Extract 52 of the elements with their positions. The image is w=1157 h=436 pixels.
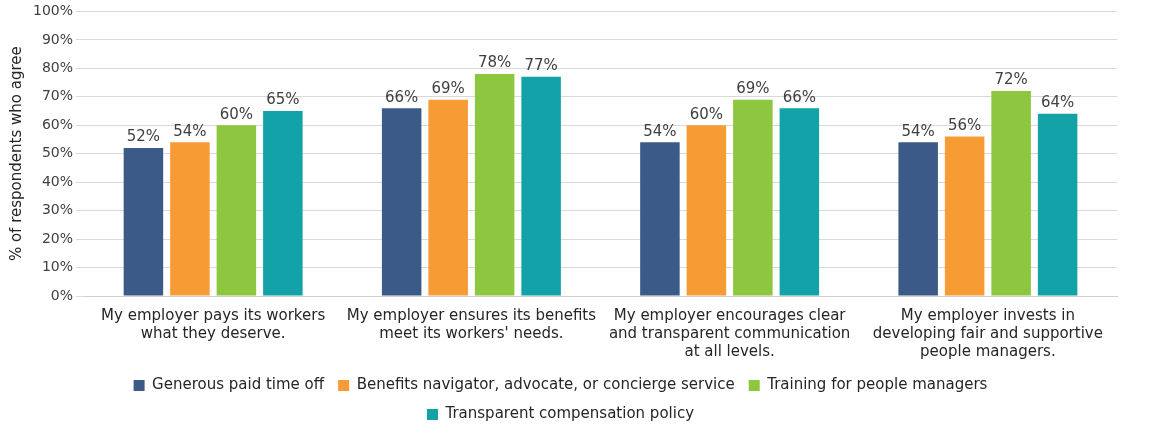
data-label: 60% bbox=[219, 104, 254, 123]
bar bbox=[898, 142, 938, 296]
bar bbox=[216, 125, 257, 296]
legend-label: Training for people managers bbox=[766, 375, 988, 394]
data-label: 56% bbox=[947, 116, 982, 135]
x-tick-label: My employer ensures its benefits meet its workers' needs. bbox=[346, 305, 597, 342]
data-label: 69% bbox=[431, 79, 465, 98]
data-label: 52% bbox=[126, 127, 161, 146]
bar bbox=[640, 142, 680, 296]
bar bbox=[123, 148, 164, 296]
bar bbox=[474, 74, 515, 296]
bar bbox=[686, 125, 727, 296]
bar bbox=[263, 111, 303, 296]
data-label: 65% bbox=[266, 90, 300, 109]
data-label: 69% bbox=[736, 79, 770, 98]
x-tick-label: My employer invests in developing fair and supportive people managers. bbox=[872, 305, 1103, 360]
y-tick-label: 90% bbox=[41, 30, 74, 47]
bar bbox=[944, 136, 985, 296]
bar bbox=[779, 108, 820, 296]
data-label: 64% bbox=[1040, 93, 1075, 112]
y-tick-label: 80% bbox=[41, 58, 74, 75]
x-tick-label: My employer pays its workers what they deserve. bbox=[101, 305, 326, 342]
data-label: 54% bbox=[901, 121, 935, 140]
bar bbox=[1037, 113, 1078, 296]
data-label: 72% bbox=[994, 70, 1028, 89]
data-label: 66% bbox=[782, 87, 817, 106]
data-label: 54% bbox=[643, 121, 677, 140]
data-label: 66% bbox=[384, 87, 419, 106]
y-tick-label: 40% bbox=[41, 172, 74, 189]
bar bbox=[521, 76, 561, 296]
y-tick-label: 60% bbox=[41, 115, 74, 132]
bar bbox=[733, 99, 773, 296]
y-tick-label: 20% bbox=[41, 229, 74, 246]
data-label: 77% bbox=[524, 56, 558, 75]
y-axis-title: % of respondents who agree bbox=[6, 46, 25, 262]
legend-label: Benefits navigator, advocate, or concierge service bbox=[356, 375, 735, 394]
bar bbox=[428, 99, 468, 296]
legend-label: Transparent compensation policy bbox=[444, 404, 695, 423]
bar bbox=[170, 142, 210, 296]
bar bbox=[381, 108, 422, 296]
legend-label: Generous paid time off bbox=[152, 375, 325, 394]
data-label: 60% bbox=[689, 104, 724, 123]
y-tick-label: 70% bbox=[41, 87, 74, 104]
y-tick-label: 100% bbox=[32, 2, 74, 19]
bar bbox=[991, 91, 1031, 296]
y-tick-label: 30% bbox=[41, 201, 74, 218]
data-label: 78% bbox=[477, 53, 512, 72]
x-tick-label: My employer encourages clear and transparent communication at all levels. bbox=[608, 305, 851, 360]
y-tick-label: 0% bbox=[50, 286, 74, 303]
y-tick-label: 50% bbox=[41, 144, 74, 161]
data-label: 54% bbox=[173, 121, 207, 140]
y-tick-label: 10% bbox=[41, 258, 74, 275]
